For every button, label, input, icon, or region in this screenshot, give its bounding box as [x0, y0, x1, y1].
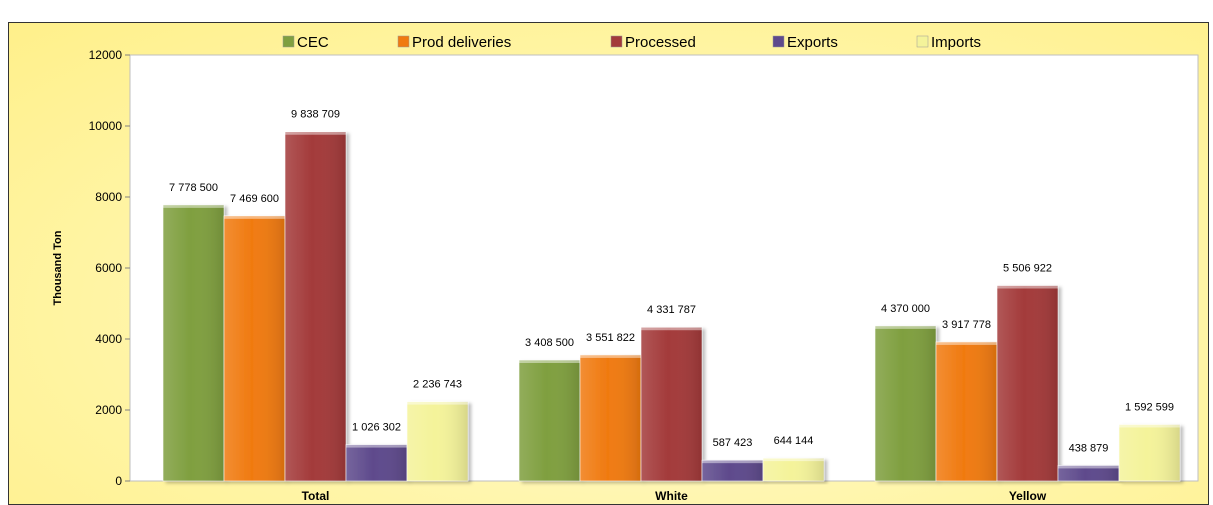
y-tick-label: 4000 — [95, 332, 122, 346]
data-label: 2 236 743 — [413, 379, 462, 391]
bar-top-highlight — [285, 131, 346, 135]
y-tick-label: 2000 — [95, 403, 122, 417]
bar-prod-deliveries-white — [579, 354, 642, 482]
bar-prod-deliveries-yellow — [935, 341, 998, 482]
y-axis-ticks: 0 2000 4000 6000 8000 10000 12000 — [89, 48, 130, 488]
bar-top-highlight — [1119, 424, 1180, 428]
bar-top-highlight — [519, 359, 580, 363]
bar-top-highlight — [997, 285, 1058, 289]
bar-cec-white — [518, 359, 581, 482]
bar-sheen — [1058, 465, 1119, 481]
legend-label: Imports — [931, 34, 981, 51]
data-label: 4 331 787 — [647, 304, 696, 316]
data-label: 4 370 000 — [881, 303, 930, 315]
legend-swatch — [772, 35, 785, 48]
y-tick-label: 12000 — [89, 48, 123, 62]
bar-sheen — [407, 401, 468, 481]
legend-label: Prod deliveries — [412, 34, 511, 51]
legend-label: Processed — [625, 34, 696, 51]
legend-swatch — [397, 35, 410, 48]
bar-cec-yellow — [874, 325, 937, 482]
bar-top-highlight — [163, 204, 224, 208]
legend-item-cec: CEC — [282, 34, 329, 51]
bar-sheen — [163, 204, 224, 481]
bar-imports-white — [762, 457, 825, 482]
bar-sheen — [936, 341, 997, 481]
bar-sheen — [224, 215, 285, 481]
bar-top-highlight — [1058, 465, 1119, 469]
legend-label: CEC — [297, 34, 329, 51]
bar-top-highlight — [346, 444, 407, 448]
bar-sheen — [285, 131, 346, 481]
bar-processed-total — [284, 131, 347, 482]
bar-sheen — [763, 458, 824, 481]
bar-exports-white — [701, 459, 764, 482]
y-tick-label: 0 — [115, 474, 122, 488]
data-label: 1 592 599 — [1125, 401, 1174, 413]
bar-processed-white — [640, 326, 703, 482]
bar-sheen — [346, 444, 407, 481]
bar-sheen — [580, 354, 641, 481]
bar-top-highlight — [702, 460, 763, 464]
bar-top-highlight — [580, 354, 641, 358]
legend-item-exports: Exports — [772, 34, 838, 51]
bar-imports-yellow — [1118, 424, 1181, 482]
legend-swatch — [916, 35, 929, 48]
bar-top-highlight — [641, 327, 702, 331]
data-label: 3 408 500 — [525, 337, 574, 349]
bar-sheen — [875, 325, 936, 481]
bar-sheen — [997, 285, 1058, 481]
bar-sheen — [702, 460, 763, 481]
bar-exports-yellow — [1057, 465, 1120, 482]
data-label: 438 879 — [1069, 442, 1109, 454]
bar-processed-yellow — [996, 285, 1059, 482]
data-label: 7 778 500 — [169, 182, 218, 194]
data-label: 9 838 709 — [291, 109, 340, 121]
y-axis-title: Thousand Ton — [52, 230, 64, 305]
legend-swatch — [282, 35, 295, 48]
legend-swatch — [610, 35, 623, 48]
data-labels: 7 778 500 7 469 600 9 838 709 1 026 302 2 23… — [169, 109, 1174, 455]
bar-top-highlight — [763, 458, 824, 462]
bar-cec-total — [162, 204, 225, 482]
y-tick-label: 6000 — [95, 261, 122, 275]
data-label: 7 469 600 — [230, 193, 279, 205]
legend-label: Exports — [787, 34, 838, 51]
data-label: 3 917 778 — [942, 319, 991, 331]
y-tick-label: 8000 — [95, 190, 122, 204]
data-label: 3 551 822 — [586, 332, 635, 344]
category-label: White — [655, 489, 688, 503]
x-axis-category-labels: Total White Yellow — [302, 489, 1047, 503]
bar-sheen — [641, 327, 702, 481]
category-label: Yellow — [1009, 489, 1047, 503]
bar-top-highlight — [407, 401, 468, 405]
data-label: 1 026 302 — [352, 422, 401, 434]
bar-top-highlight — [224, 215, 285, 219]
y-tick-label: 10000 — [89, 119, 123, 133]
bar-top-highlight — [936, 341, 997, 345]
data-label: 5 506 922 — [1003, 263, 1052, 275]
legend: CEC Prod deliveries Processed Exports Import… — [282, 34, 981, 51]
category-label: Total — [302, 489, 330, 503]
bar-prod-deliveries-total — [223, 215, 286, 482]
data-label: 644 144 — [774, 435, 814, 447]
legend-item-prod-deliveries: Prod deliveries — [397, 34, 511, 51]
bar-sheen — [519, 359, 580, 481]
bar-top-highlight — [875, 325, 936, 329]
legend-item-imports: Imports — [916, 34, 981, 51]
bar-imports-total — [406, 401, 469, 482]
bar-exports-total — [345, 444, 408, 482]
bars — [162, 131, 1181, 482]
legend-item-processed: Processed — [610, 34, 696, 51]
bar-sheen — [1119, 424, 1180, 481]
data-label: 587 423 — [713, 437, 753, 449]
